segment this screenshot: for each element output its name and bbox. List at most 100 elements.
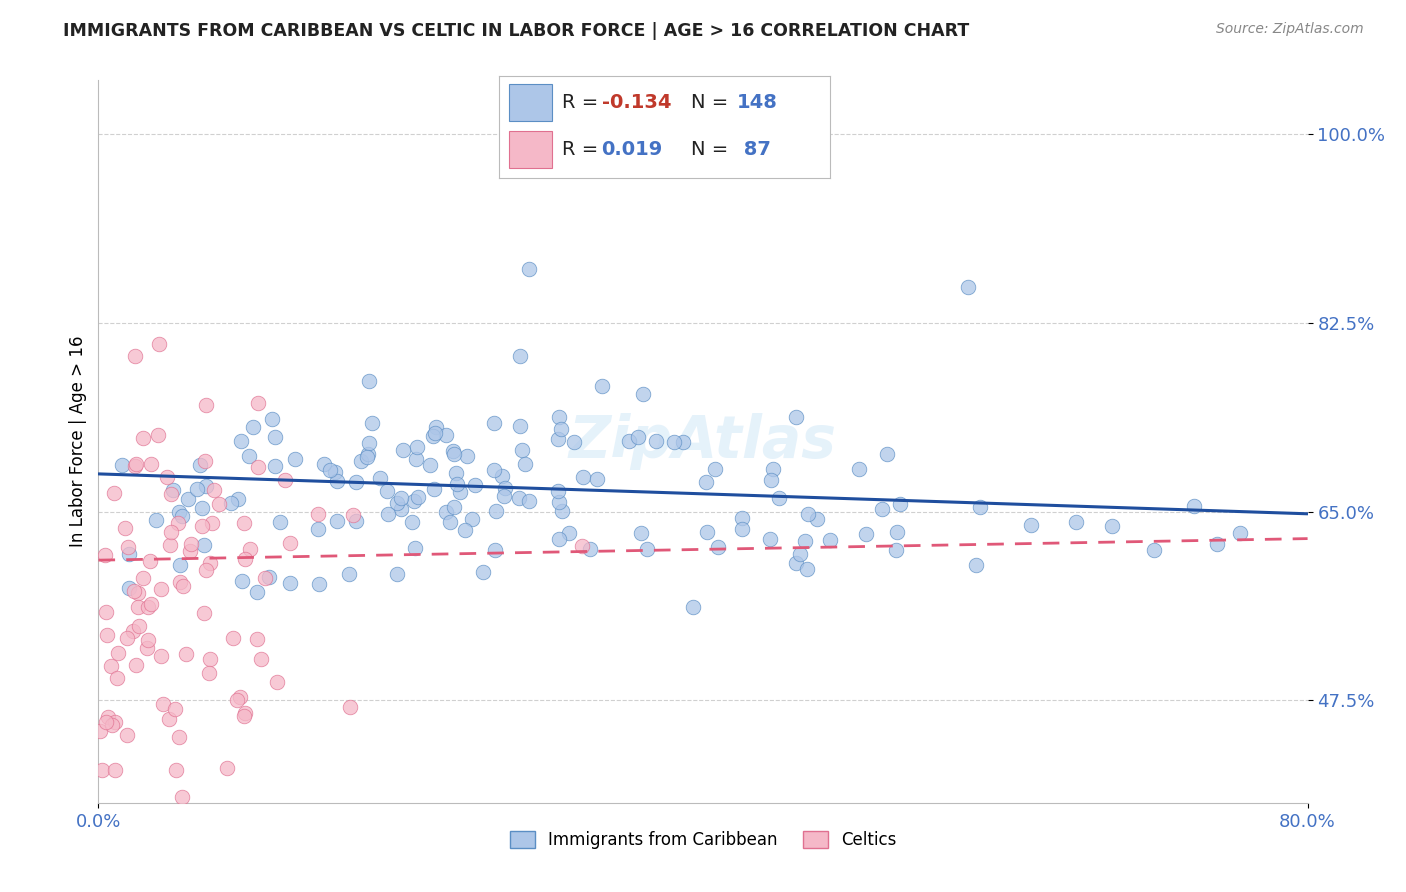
Point xyxy=(762,462,785,476)
Point xyxy=(326,474,349,488)
Point xyxy=(229,690,252,705)
Point xyxy=(101,717,124,731)
Point xyxy=(284,452,307,467)
Point xyxy=(375,484,398,499)
Point xyxy=(198,556,221,570)
Point xyxy=(191,519,214,533)
Point xyxy=(591,379,613,393)
Point xyxy=(94,548,117,562)
Point xyxy=(572,470,595,484)
Point xyxy=(547,484,569,499)
Legend: Immigrants from Caribbean, Celtics: Immigrants from Caribbean, Celtics xyxy=(503,824,903,856)
Point xyxy=(785,556,807,570)
Text: R =: R = xyxy=(562,93,605,112)
Point xyxy=(389,491,412,505)
Point xyxy=(127,600,149,615)
Point xyxy=(848,462,870,476)
Point xyxy=(115,728,138,742)
Point xyxy=(269,515,291,529)
Point xyxy=(515,458,537,472)
Point xyxy=(201,516,224,530)
Bar xyxy=(509,131,553,168)
Point xyxy=(139,554,162,568)
Point xyxy=(454,523,477,537)
Point xyxy=(215,761,238,775)
Point xyxy=(169,575,191,590)
Point xyxy=(548,495,571,509)
Point xyxy=(619,434,641,449)
Point xyxy=(548,532,571,546)
Point xyxy=(118,547,141,561)
Point xyxy=(425,420,447,434)
Point xyxy=(434,428,457,442)
Point xyxy=(484,416,506,430)
Point xyxy=(627,430,650,444)
Point xyxy=(96,627,118,641)
Point xyxy=(249,652,271,666)
Point xyxy=(350,454,373,468)
Point xyxy=(97,710,120,724)
Point xyxy=(439,515,461,529)
Point xyxy=(482,463,505,477)
Point xyxy=(870,501,893,516)
Point xyxy=(136,600,159,615)
Point xyxy=(794,533,817,548)
Point xyxy=(194,398,217,412)
Point xyxy=(444,466,467,480)
Point xyxy=(105,671,128,685)
Point xyxy=(323,465,346,479)
Point xyxy=(785,409,807,424)
Point xyxy=(246,584,269,599)
Point xyxy=(405,452,427,467)
Point xyxy=(233,706,256,720)
Point xyxy=(357,447,380,461)
Point xyxy=(965,558,987,572)
Point xyxy=(571,539,593,553)
Point xyxy=(631,387,654,401)
Point xyxy=(167,516,190,530)
Point xyxy=(266,674,288,689)
Point xyxy=(1143,543,1166,558)
Point xyxy=(703,462,725,476)
Text: IMMIGRANTS FROM CARIBBEAN VS CELTIC IN LABOR FORCE | AGE > 16 CORRELATION CHART: IMMIGRANTS FROM CARIBBEAN VS CELTIC IN L… xyxy=(63,22,970,40)
Point xyxy=(186,482,208,496)
Point xyxy=(188,458,211,472)
Point xyxy=(344,475,367,489)
Point xyxy=(578,541,600,556)
Point xyxy=(136,633,159,648)
Point xyxy=(485,504,508,518)
Point xyxy=(818,533,841,548)
Point xyxy=(672,435,695,450)
Point xyxy=(148,337,170,351)
Point xyxy=(377,508,399,522)
Point xyxy=(104,715,127,730)
Text: -0.134: -0.134 xyxy=(602,93,671,112)
Point xyxy=(758,532,780,546)
Point xyxy=(247,396,270,410)
Point xyxy=(404,493,426,508)
Point xyxy=(361,416,384,430)
Point xyxy=(132,431,155,445)
Point xyxy=(356,450,378,464)
Point xyxy=(768,491,790,505)
Point xyxy=(127,586,149,600)
Point xyxy=(125,458,148,472)
Point xyxy=(1019,518,1042,533)
Text: N =: N = xyxy=(690,140,734,159)
Point xyxy=(956,280,979,294)
Text: Source: ZipAtlas.com: Source: ZipAtlas.com xyxy=(1216,22,1364,37)
Point xyxy=(128,619,150,633)
Point xyxy=(434,505,457,519)
Point xyxy=(170,790,193,805)
Point xyxy=(586,472,609,486)
Point xyxy=(391,442,413,457)
Point xyxy=(170,509,193,524)
Point xyxy=(509,350,531,364)
Point xyxy=(548,410,571,425)
Point xyxy=(308,522,330,536)
Point xyxy=(159,538,181,552)
Point xyxy=(157,712,180,726)
Text: N =: N = xyxy=(690,93,734,112)
Point xyxy=(91,764,114,778)
Point xyxy=(264,430,287,444)
